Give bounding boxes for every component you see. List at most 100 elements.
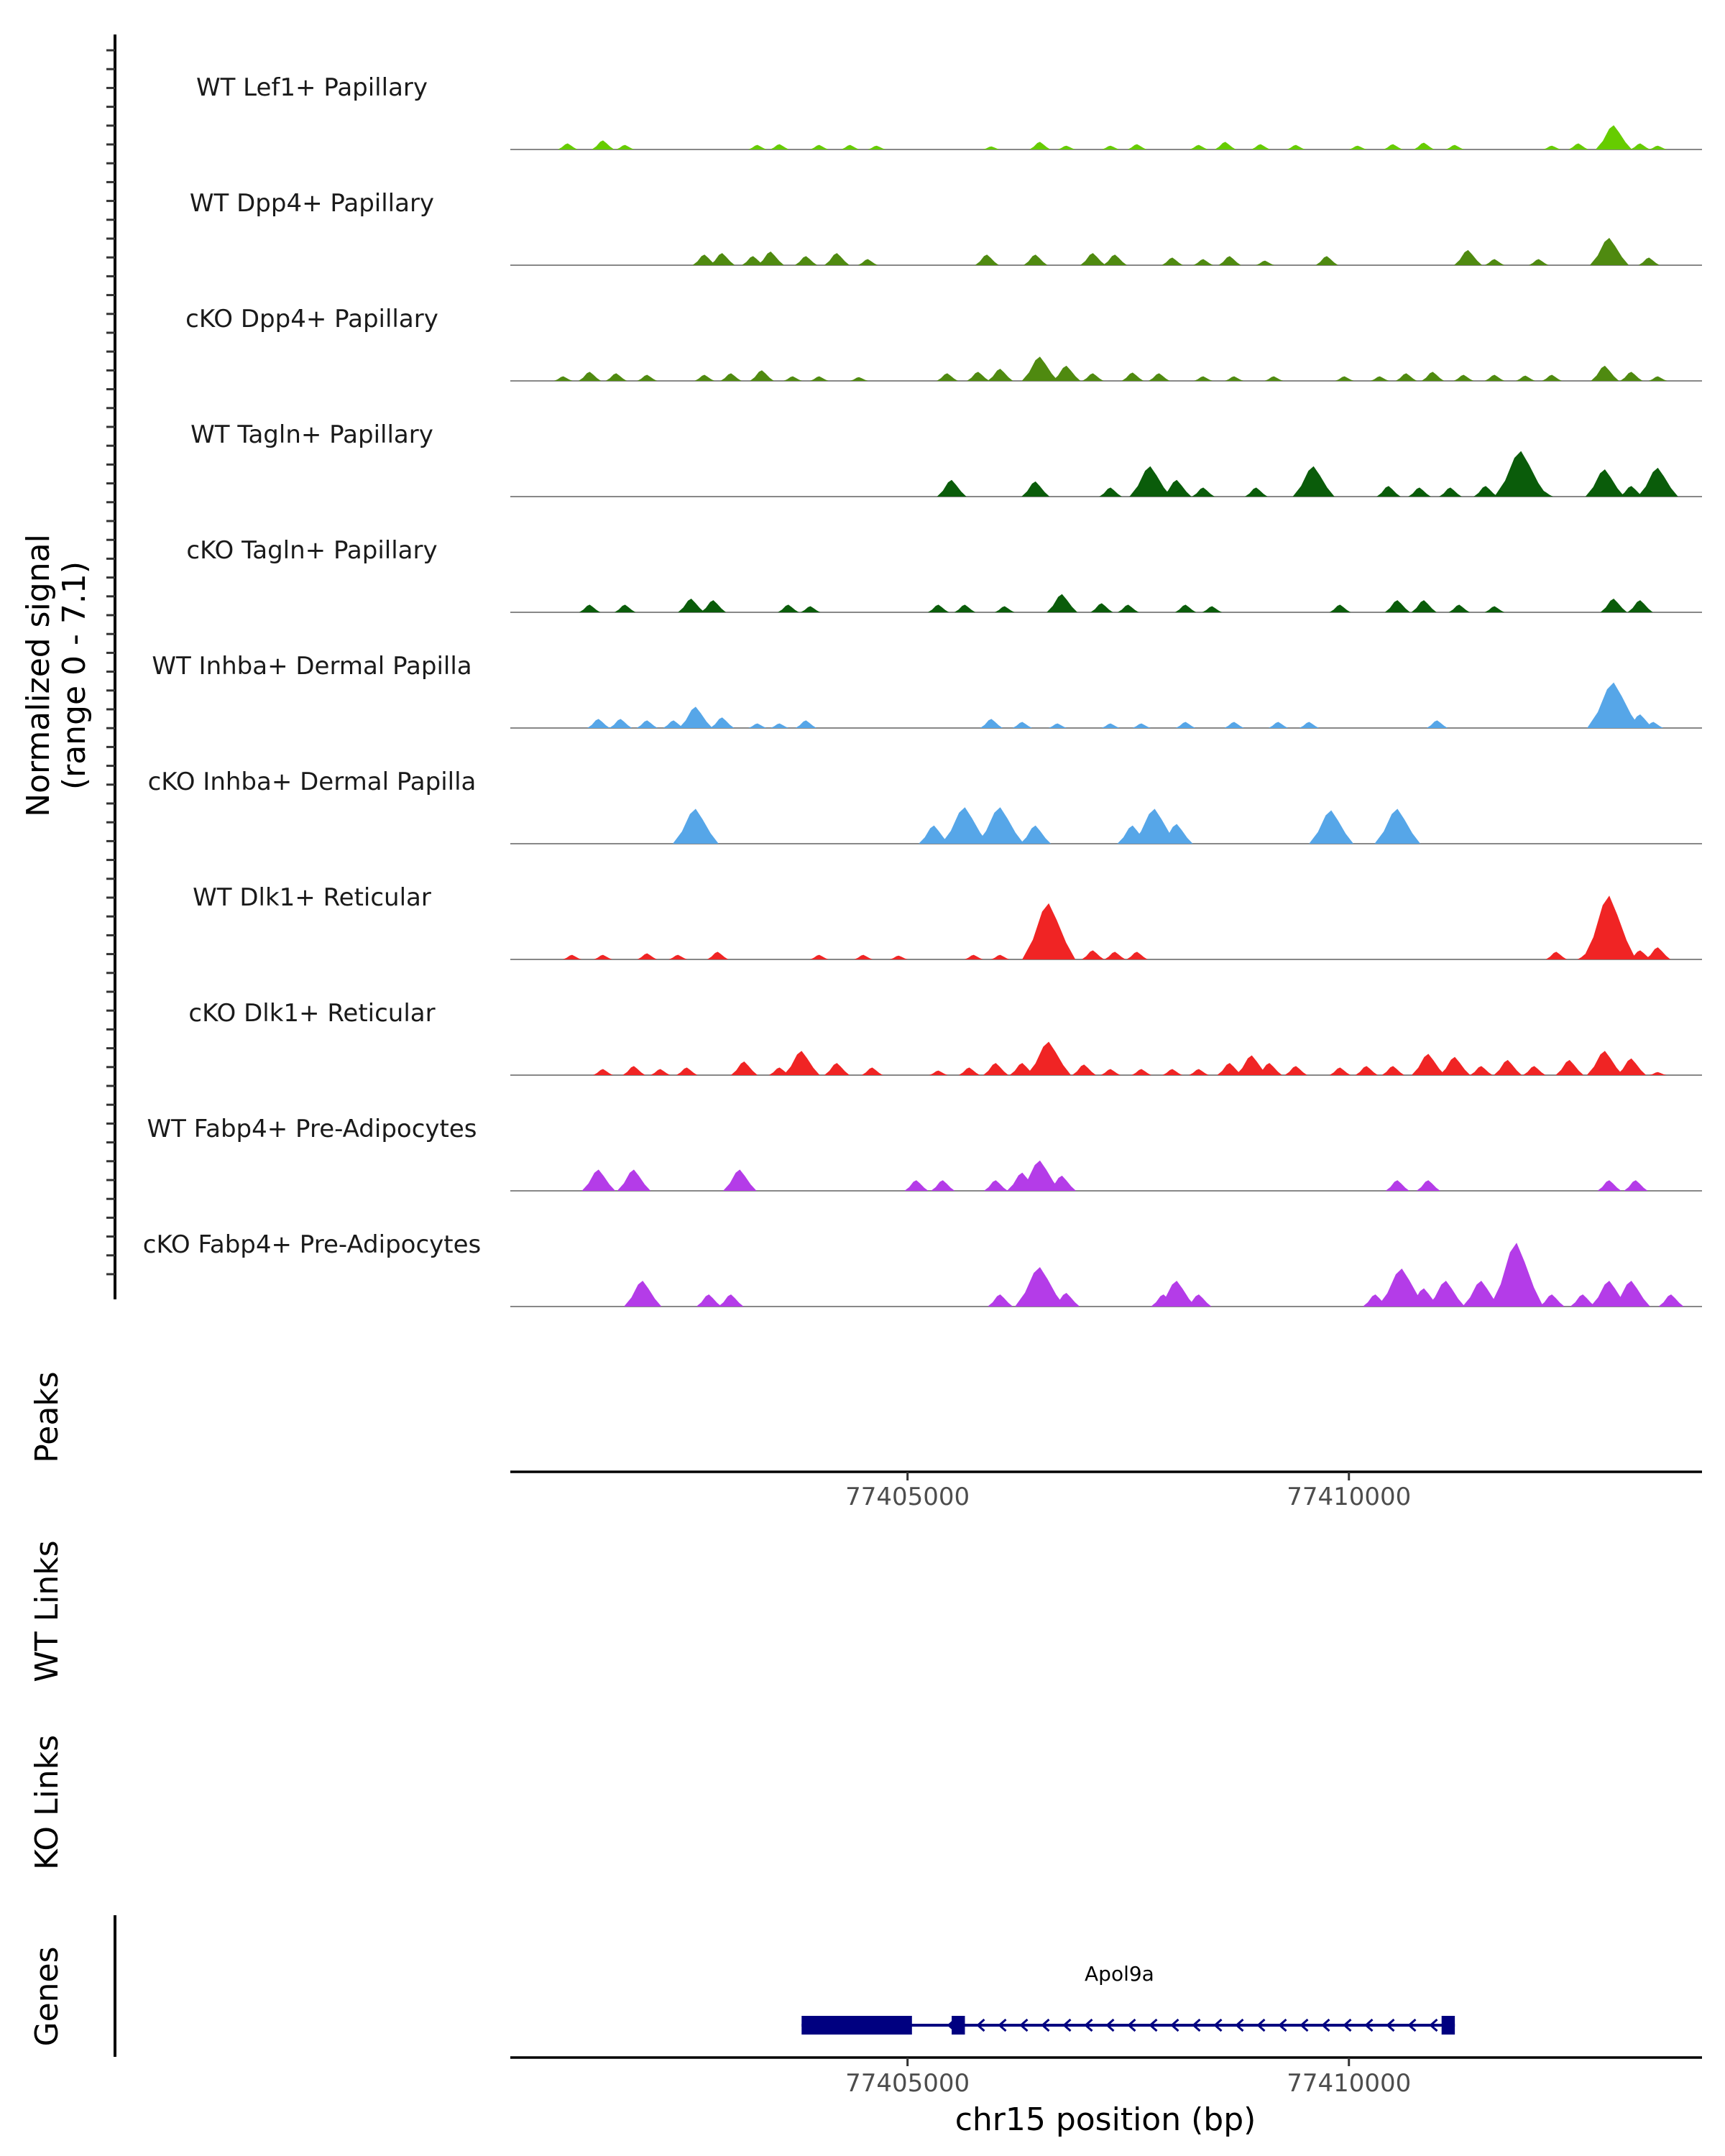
signal-peak	[1160, 824, 1193, 844]
track-3: cKO Dpp4+ Papillary	[185, 305, 1702, 382]
track-label: WT Dpp4+ Papillary	[190, 189, 434, 218]
strand-arrow	[1256, 2018, 1266, 2032]
signal-peak	[1057, 145, 1076, 149]
signal-peak	[1591, 365, 1619, 381]
signal-peak	[563, 954, 581, 959]
signal-peak	[1448, 604, 1471, 612]
signal-peak	[578, 372, 602, 381]
signal-peak	[809, 954, 829, 959]
signal-peak	[1026, 1041, 1072, 1075]
signal-peak	[1426, 720, 1448, 728]
signal-peak	[1224, 722, 1244, 728]
signal-peak	[1416, 1180, 1440, 1191]
signal-peak	[1099, 487, 1122, 497]
signal-peak	[1629, 950, 1652, 959]
signal-peak	[1251, 144, 1271, 149]
signal-peak	[890, 955, 908, 959]
signal-peak	[1193, 259, 1213, 265]
signal-peak	[615, 144, 635, 149]
signal-peak	[1616, 1058, 1647, 1075]
track-8: WT Dlk1+ Reticular	[193, 883, 1702, 960]
signal-peak	[750, 370, 774, 381]
y-axis-title-line2: (range 0 - 7.1)	[56, 561, 93, 790]
signal-peak	[809, 144, 829, 149]
signal-peak	[1052, 365, 1081, 381]
signal-peak	[1299, 722, 1320, 728]
signal-peak	[1284, 1066, 1307, 1075]
signal-peak	[1309, 810, 1354, 844]
signal-peak	[710, 717, 735, 728]
signal-peak	[778, 604, 799, 612]
signal-peak	[824, 253, 850, 265]
signal-peak	[624, 1281, 662, 1307]
signal-peak	[1638, 257, 1660, 265]
signal-peak	[824, 1063, 850, 1075]
signal-peak	[1194, 376, 1213, 381]
signal-peak	[1022, 903, 1076, 959]
signal-peak	[1189, 1069, 1209, 1075]
y-axis-title: Normalized signal (range 0 - 7.1)	[20, 534, 93, 817]
signal-peak	[1587, 682, 1641, 728]
signal-peak	[609, 719, 632, 728]
signal-peak	[1256, 260, 1274, 265]
signal-peak	[1090, 603, 1113, 612]
strand-arrow	[1041, 2018, 1050, 2032]
signal-peak	[794, 256, 818, 265]
signal-peak	[919, 825, 949, 844]
track-9: cKO Dlk1+ Reticular	[188, 999, 1702, 1076]
strand-arrow	[1062, 2018, 1072, 2032]
signal-peak	[558, 143, 578, 149]
signal-peak	[1439, 487, 1462, 497]
signal-peak	[1072, 1064, 1096, 1075]
strand-arrow	[1364, 2018, 1374, 2032]
signal-peak	[1287, 144, 1305, 149]
signal-peak	[637, 374, 658, 381]
signal-peak	[1020, 825, 1052, 844]
signal-peak	[868, 145, 886, 149]
track-label: cKO Fabp4+ Pre-Adipocytes	[143, 1230, 482, 1259]
signal-peak	[676, 1067, 698, 1075]
gene-name-label: Apol9a	[1085, 1962, 1154, 1986]
peaks-x-axis: 77405000 77410000	[510, 1470, 1702, 1511]
signal-peak	[718, 1294, 744, 1307]
signal-peak	[594, 954, 612, 959]
strand-arrow	[1170, 2018, 1179, 2032]
signal-peak	[1658, 1294, 1684, 1307]
strand-arrow	[1149, 2018, 1158, 2032]
signal-peak	[1192, 487, 1215, 497]
track-label: cKO Dlk1+ Reticular	[188, 999, 435, 1028]
signal-peak	[994, 606, 1015, 612]
signal-peak	[730, 1061, 758, 1075]
signal-peak	[1522, 1066, 1546, 1075]
signal-peak	[1082, 373, 1104, 381]
signal-peak	[678, 706, 713, 728]
signal-peak	[840, 144, 860, 149]
signal-peak	[1048, 723, 1067, 728]
signal-peak	[1218, 256, 1241, 265]
signal-peak	[694, 374, 714, 381]
signal-peak	[929, 1070, 948, 1075]
track-label: cKO Tagln+ Papillary	[186, 536, 437, 565]
signal-peak	[809, 376, 829, 381]
signal-peak	[1585, 469, 1625, 497]
signal-peak	[1583, 895, 1637, 959]
x-axis-title: chr15 position (bp)	[955, 2101, 1256, 2138]
gene-track	[801, 2016, 1455, 2035]
signal-peak	[1413, 142, 1435, 149]
signal-peak	[800, 606, 821, 612]
signal-peak	[1329, 1067, 1351, 1075]
genes-x-axis: 77405000 77410000	[510, 2056, 1702, 2098]
wt-links-panel-title: WT Links	[29, 1540, 65, 1682]
signal-peak	[1355, 1066, 1379, 1075]
genes-x-tick-label-2: 77410000	[1287, 2069, 1411, 2098]
signal-peak	[1376, 486, 1401, 497]
strand-arrow	[1343, 2018, 1352, 2032]
signal-peak	[1490, 1243, 1544, 1307]
track-label: WT Fabp4+ Pre-Adipocytes	[147, 1115, 477, 1143]
signal-peak	[1225, 376, 1243, 381]
signal-peak	[1555, 1059, 1584, 1075]
signal-peak	[1024, 254, 1048, 265]
signal-peak	[983, 146, 1000, 149]
signal-peak	[650, 1069, 671, 1075]
signal-peak	[1624, 1180, 1648, 1191]
